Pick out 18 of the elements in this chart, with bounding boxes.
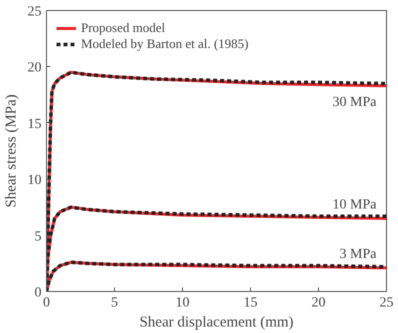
y-tick-label: 20 xyxy=(28,60,42,76)
y-tick-label: 10 xyxy=(28,173,42,188)
y-axis-title: Shear stress (MPa) xyxy=(4,94,20,208)
y-tick-label: 5 xyxy=(34,229,42,244)
x-axis-title: Shear displacement (mm) xyxy=(139,314,294,330)
annotation: 10 MPa xyxy=(332,197,378,212)
x-tick-label: 15 xyxy=(244,296,258,310)
x-tick-label: 25 xyxy=(380,296,394,310)
y-tick-label: 0 xyxy=(34,286,42,300)
x-tick-label: 20 xyxy=(312,296,326,310)
annotation: 3 MPa xyxy=(340,246,378,262)
x-tick-label: 5 xyxy=(111,296,118,310)
legend-label: Proposed model xyxy=(81,20,166,36)
x-tick-label: 10 xyxy=(176,296,190,310)
y-tick-label: 15 xyxy=(28,116,42,132)
legend-label: Modeled by Barton et al. (1985) xyxy=(81,36,249,52)
annotation: 30 MPa xyxy=(332,94,378,110)
y-tick-label: 25 xyxy=(28,4,42,20)
